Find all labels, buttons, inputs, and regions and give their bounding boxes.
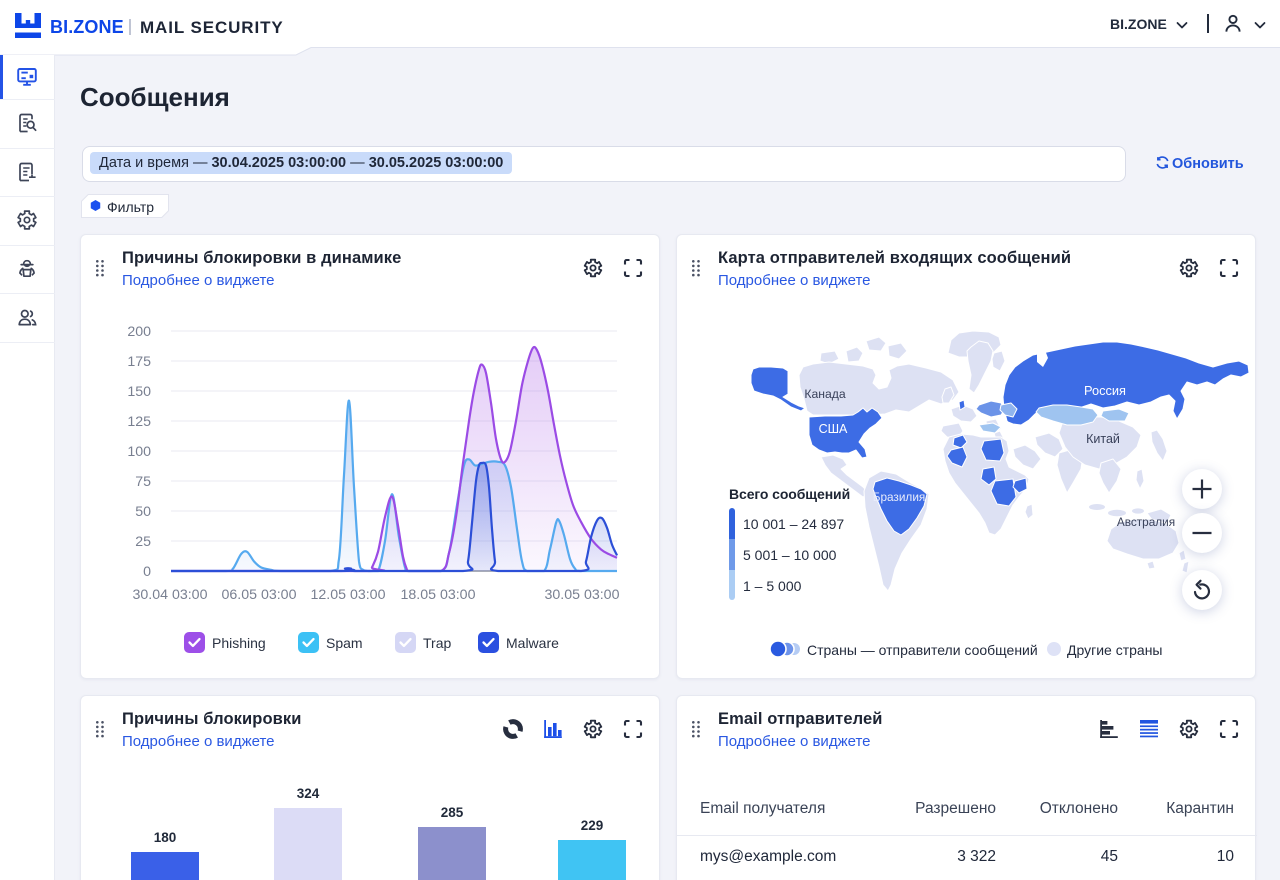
svg-text:175: 175 bbox=[127, 354, 151, 370]
svg-text:75: 75 bbox=[135, 474, 151, 490]
svg-text:125: 125 bbox=[127, 414, 151, 430]
svg-text:18.05 03:00: 18.05 03:00 bbox=[401, 587, 476, 603]
svg-text:30.04 03:00: 30.04 03:00 bbox=[133, 587, 208, 603]
svg-text:50: 50 bbox=[135, 504, 151, 520]
svg-text:150: 150 bbox=[127, 384, 151, 400]
svg-text:06.05 03:00: 06.05 03:00 bbox=[222, 587, 297, 603]
svg-text:Канада: Канада bbox=[804, 387, 845, 401]
svg-text:Австралия: Австралия bbox=[1117, 515, 1175, 529]
svg-text:0: 0 bbox=[143, 564, 151, 580]
svg-text:200: 200 bbox=[127, 324, 151, 340]
svg-text:30.05 03:00: 30.05 03:00 bbox=[545, 587, 620, 603]
svg-text:12.05 03:00: 12.05 03:00 bbox=[311, 587, 386, 603]
svg-text:США: США bbox=[819, 422, 848, 436]
svg-text:100: 100 bbox=[127, 444, 151, 460]
svg-text:25: 25 bbox=[135, 534, 151, 550]
svg-text:Китай: Китай bbox=[1086, 432, 1120, 446]
svg-text:Бразилия: Бразилия bbox=[873, 490, 926, 504]
svg-text:Россия: Россия bbox=[1084, 383, 1126, 398]
